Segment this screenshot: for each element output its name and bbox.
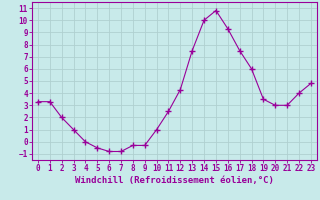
X-axis label: Windchill (Refroidissement éolien,°C): Windchill (Refroidissement éolien,°C) xyxy=(75,176,274,185)
